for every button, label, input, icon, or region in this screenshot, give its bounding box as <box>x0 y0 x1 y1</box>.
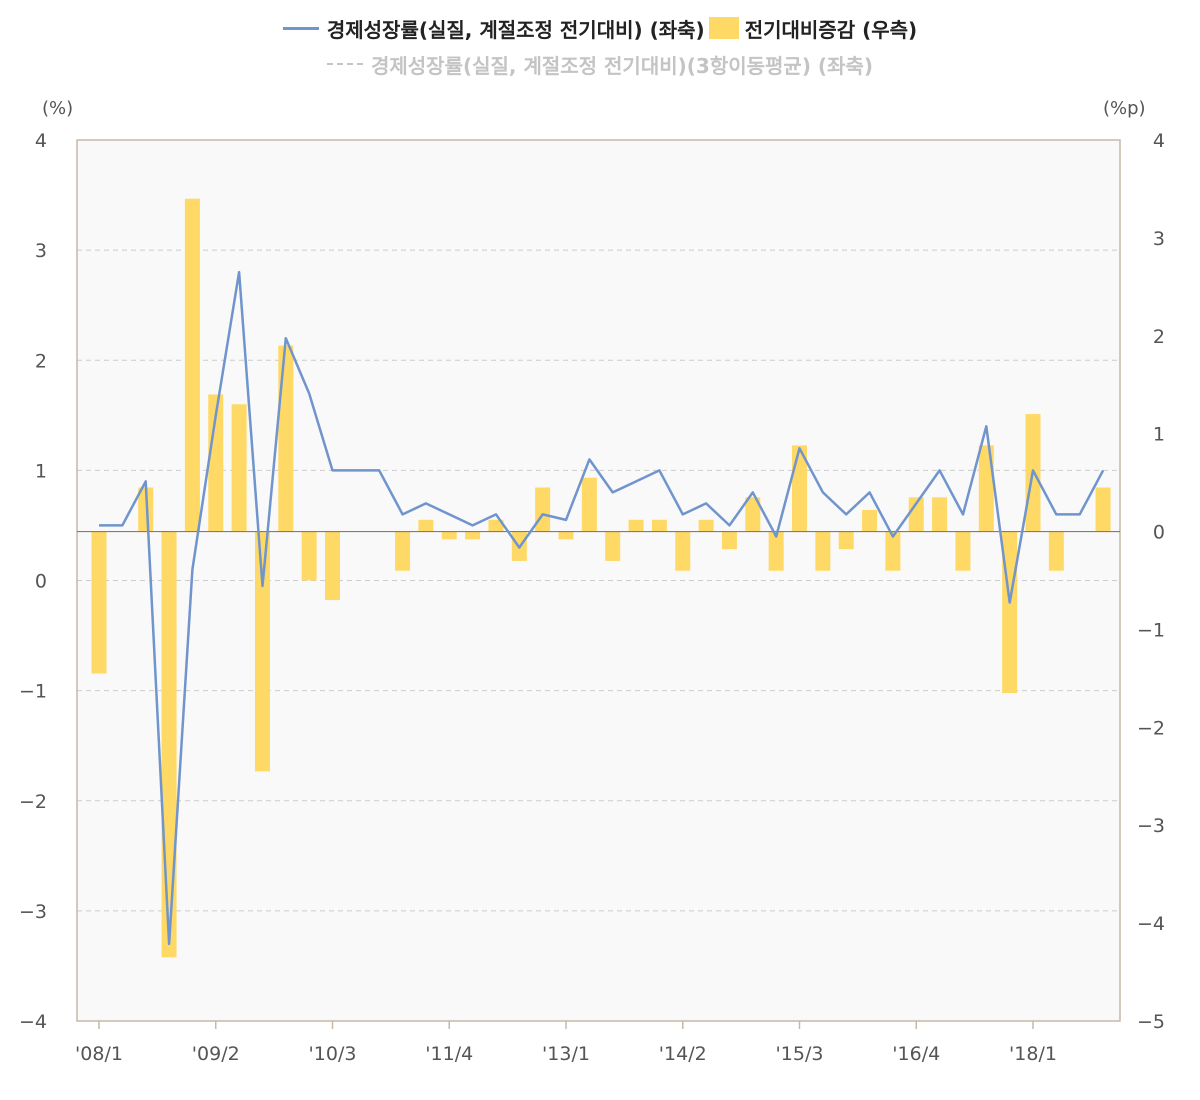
bar <box>652 520 667 532</box>
x-axis-tick-label: '11/4 <box>425 1043 473 1065</box>
bar <box>839 532 854 550</box>
bar <box>255 532 270 772</box>
right-axis-tick-label: −4 <box>1137 913 1165 935</box>
x-axis-tick-label: '13/1 <box>542 1043 590 1065</box>
bar <box>862 510 877 532</box>
x-axis-tick-label: '14/2 <box>659 1043 707 1065</box>
right-axis-tick-label: −2 <box>1137 717 1165 739</box>
left-axis-tick-label: 3 <box>35 240 47 262</box>
x-axis-tick-label: '10/3 <box>309 1043 357 1065</box>
bar <box>675 532 690 571</box>
bar <box>92 532 107 674</box>
bar <box>1049 532 1064 571</box>
x-axis-tick-label: '18/1 <box>1009 1043 1057 1065</box>
bar <box>302 532 317 581</box>
bar <box>932 497 947 531</box>
bar <box>535 488 550 532</box>
right-axis-tick-label: 1 <box>1153 424 1165 446</box>
bar <box>418 520 433 532</box>
left-axis-tick-label: 2 <box>35 350 47 372</box>
bar <box>232 404 247 531</box>
bar <box>162 532 177 958</box>
left-axis-tick-label: −1 <box>19 681 47 703</box>
x-axis-tick-label: '08/1 <box>75 1043 123 1065</box>
x-axis-tick-label: '16/4 <box>892 1043 940 1065</box>
bar <box>582 478 597 532</box>
bar <box>699 520 714 532</box>
x-axis-tick-label: '09/2 <box>192 1043 240 1065</box>
right-axis-tick-label: 3 <box>1153 228 1165 250</box>
x-axis-tick-label: '15/3 <box>776 1043 824 1065</box>
bar <box>955 532 970 571</box>
left-axis-tick-label: 4 <box>35 130 47 152</box>
left-axis-tick-label: 1 <box>35 460 47 482</box>
right-axis-tick-label: 2 <box>1153 326 1165 348</box>
left-axis-tick-label: −3 <box>19 901 47 923</box>
bar <box>605 532 620 561</box>
bar <box>395 532 410 571</box>
bar <box>442 532 457 540</box>
right-axis-tick-label: 4 <box>1153 130 1165 152</box>
bar <box>722 532 737 550</box>
bar <box>185 199 200 532</box>
left-axis-tick-label: 0 <box>35 571 47 593</box>
right-axis-tick-label: 0 <box>1153 522 1165 544</box>
left-axis-tick-label: −2 <box>19 791 47 813</box>
bar <box>815 532 830 571</box>
right-axis-tick-label: −1 <box>1137 619 1165 641</box>
bar <box>325 532 340 601</box>
bar <box>629 520 644 532</box>
right-axis-tick-label: −5 <box>1137 1011 1165 1033</box>
bar <box>465 532 480 540</box>
bar <box>559 532 574 540</box>
bar <box>278 346 293 532</box>
right-axis-tick-label: −3 <box>1137 815 1165 837</box>
bar <box>1096 488 1111 532</box>
left-axis-tick-label: −4 <box>19 1011 47 1033</box>
